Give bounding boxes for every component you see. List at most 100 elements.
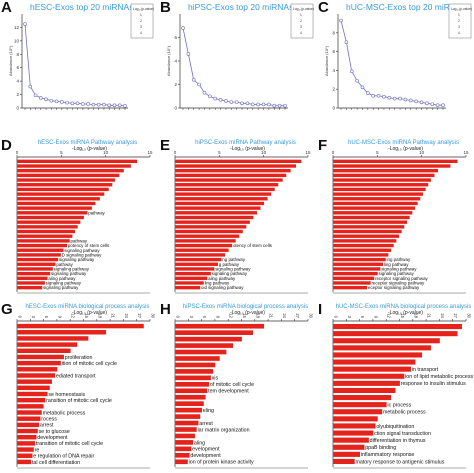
category-label: eling xyxy=(203,408,214,414)
bar xyxy=(175,401,204,407)
category-label: transition of mitotic cell cycle xyxy=(36,441,103,447)
bar xyxy=(17,271,51,276)
bar xyxy=(175,407,202,413)
bar xyxy=(333,458,355,465)
bar xyxy=(175,459,188,465)
category-label: receptor signaling pathway xyxy=(375,276,429,281)
category-label: re xyxy=(35,447,40,453)
data-point xyxy=(96,102,101,107)
chart-d-pathway: hESC-Exos miRNA Pathway analysis-Log₁₀ (… xyxy=(16,140,153,294)
x-axis-label: -Log₁₀ (p-value) xyxy=(72,310,107,316)
category-label: metabolic process xyxy=(383,410,426,416)
bar xyxy=(17,428,38,434)
category-label: of mitotic cell cycle xyxy=(210,382,254,388)
x-tick-label: 27 xyxy=(137,313,142,318)
x-tick-label: 10 xyxy=(103,150,109,155)
panel-letter-a: A xyxy=(1,0,12,16)
data-point xyxy=(277,103,282,108)
category-label: ion of protein kinase activity xyxy=(189,460,254,466)
bar xyxy=(333,234,400,238)
legend-entry: 2 xyxy=(140,19,142,23)
bar xyxy=(17,267,53,271)
x-tick-label: 10 xyxy=(261,150,267,155)
bar xyxy=(17,187,109,192)
data-point xyxy=(441,103,445,107)
bar xyxy=(333,159,458,164)
chart-e-pathway: hiPSC-Exos miRNA Pathway analysis-Log₁₀ … xyxy=(174,140,311,294)
x-tick-label: 18 xyxy=(413,313,418,318)
bar xyxy=(175,267,215,271)
y-tick-label: 6 xyxy=(332,49,335,54)
category-label: ic process xyxy=(387,403,411,409)
category-label: signaling pathway xyxy=(212,271,248,276)
bar xyxy=(17,453,33,458)
panel-letter-f: F xyxy=(318,137,328,154)
bar xyxy=(17,169,124,173)
bar xyxy=(175,164,296,168)
data-point xyxy=(349,69,354,74)
chart-title: hiPSC-Exos top 20 miRNAs xyxy=(188,2,293,12)
legend-entry: 1 xyxy=(458,13,460,17)
bar xyxy=(17,459,32,465)
bar xyxy=(175,271,211,276)
bar xyxy=(17,248,64,252)
x-tick-label: 9 xyxy=(57,316,62,319)
x-tick-label: 15 xyxy=(463,150,469,155)
category-label: aling pathway xyxy=(48,276,76,281)
x-tick-label: 30 xyxy=(309,313,314,318)
x-tick-label: 9 xyxy=(215,316,220,319)
category-label: se homeostasis xyxy=(48,392,85,398)
bar xyxy=(333,211,413,215)
bar xyxy=(333,409,383,415)
bar xyxy=(333,345,431,351)
data-point xyxy=(376,93,381,98)
bar xyxy=(17,441,36,446)
data-point xyxy=(49,98,54,103)
bar xyxy=(17,323,144,329)
data-point xyxy=(208,94,212,99)
data-point xyxy=(117,103,122,108)
category-label: xis xyxy=(212,376,219,382)
data-point xyxy=(123,104,127,108)
data-point xyxy=(256,102,260,107)
x-tick-label: 30 xyxy=(151,313,156,318)
bar xyxy=(175,248,229,252)
bar xyxy=(17,342,78,347)
x-tick-label: 0 xyxy=(334,316,339,319)
x-tick-label: 3 xyxy=(189,316,194,319)
legend-entry: Log₁₀(p-value) xyxy=(451,7,472,11)
bar xyxy=(175,356,220,361)
bar xyxy=(333,373,405,379)
category-label: eceptor signaling pathway xyxy=(368,285,420,290)
bar xyxy=(333,276,375,280)
data-point xyxy=(360,85,365,90)
bar xyxy=(333,201,418,206)
x-tick-label: 0 xyxy=(18,316,23,319)
category-label: ion of lipid metabolic process xyxy=(405,374,473,380)
chart-title: hESC-Exos miRNA Pathway analysis xyxy=(38,140,137,146)
y-tick-label: 4 xyxy=(174,59,177,64)
bar xyxy=(17,397,46,403)
bar xyxy=(175,173,287,178)
data-point xyxy=(261,102,266,107)
category-label: signaling pathway xyxy=(59,257,95,262)
data-point xyxy=(414,99,418,104)
chart-a-abundance: hESC-Exos top 20 miRNAs Abundance (10⁵) 0 2… xyxy=(8,2,154,111)
x-tick-label: 0 xyxy=(174,150,177,155)
x-tick-label: 10 xyxy=(419,150,425,155)
bar xyxy=(175,375,211,381)
bar xyxy=(333,183,429,187)
x-axis-label: -Log₁₀ (p-value) xyxy=(388,146,423,152)
data-point xyxy=(23,22,27,26)
category-label: e regulation of DNA repair xyxy=(33,454,94,460)
bar xyxy=(17,262,56,266)
x-tick-label: 15 xyxy=(305,150,311,155)
bar xyxy=(17,336,89,341)
bar xyxy=(175,211,257,215)
series-line xyxy=(24,24,126,107)
chart-h-biological-process: hiPSC-Exos miRNA biological process anal… xyxy=(174,304,314,469)
series-line xyxy=(340,20,443,106)
panel-letter-g: G xyxy=(1,301,13,318)
x-tick-label: 6 xyxy=(44,316,49,319)
category-label: arrest xyxy=(199,421,213,427)
